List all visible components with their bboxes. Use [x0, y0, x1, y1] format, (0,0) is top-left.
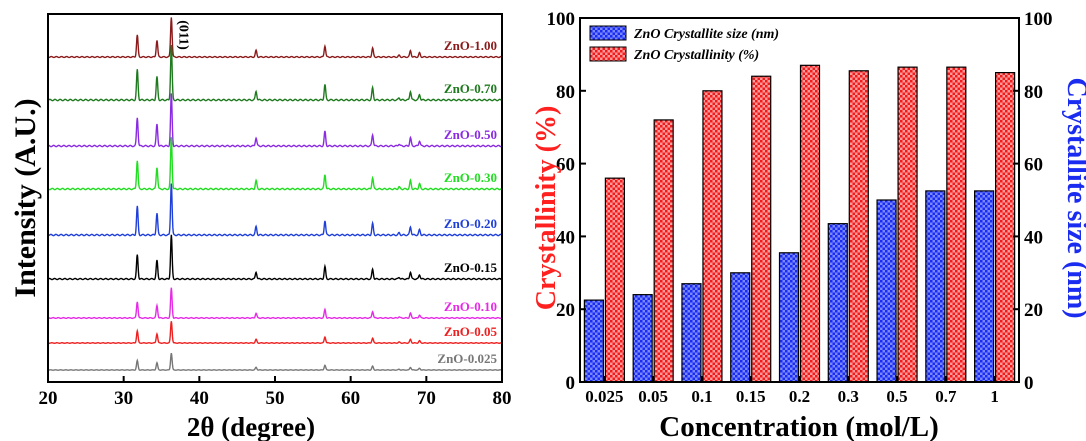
bar-crystallite-size [827, 223, 848, 383]
bar-right-y-tick-label: 60 [1024, 155, 1043, 176]
xrd-series-line [47, 17, 503, 59]
xrd-y-axis-label: Intensity (A.U.) [9, 98, 42, 297]
bar-x-tick-label: 1 [990, 387, 999, 406]
legend-label-crystallinity: ZnO Crystallinity (%) [633, 48, 759, 63]
bar-x-tick-label: 0.15 [736, 387, 766, 406]
xrd-series-line [47, 93, 503, 148]
legend-swatch-crystallinity [589, 46, 627, 62]
bar-crystallinity [995, 71, 1016, 383]
bar-x-tick-label: 0.3 [838, 387, 859, 406]
bar-x-tick-label: 0.1 [691, 387, 712, 406]
bar-x-tick-label: 0.5 [886, 387, 907, 406]
xrd-x-tick-label: 80 [493, 388, 512, 409]
bar-crystallinity [897, 66, 918, 383]
xrd-series-label: ZnO-0.10 [444, 299, 497, 314]
bar-group [583, 64, 1016, 383]
bar-right-y-tick-label: 20 [1024, 300, 1043, 321]
bar-left-axis-label: Crystallinity (%) [531, 106, 562, 311]
bar-right-y-tick-label: 80 [1024, 82, 1043, 103]
xrd-series-labels: ZnO-1.00 ZnO-0.70 ZnO-0.50 ZnO-0.30 ZnO-0.20… [437, 38, 497, 366]
xrd-series-label: ZnO-0.15 [444, 260, 498, 275]
xrd-series-label: ZnO-0.30 [444, 170, 497, 185]
xrd-series-label: ZnO-0.025 [437, 351, 497, 366]
xrd-x-tick-label: 40 [190, 388, 209, 409]
xrd-x-tick-label: 60 [341, 388, 360, 409]
xrd-x-tick-label: 70 [417, 388, 436, 409]
bar-x-axis-label: Concentration (mol/L) [659, 411, 939, 441]
bar-crystallinity [946, 66, 967, 383]
xrd-series-label: ZnO-0.70 [444, 81, 497, 96]
bar-crystallinity [848, 70, 869, 383]
xrd-series-line [47, 183, 503, 237]
xrd-panel: ZnO-1.00 ZnO-0.70 ZnO-0.50 ZnO-0.30 ZnO-0.20… [9, 13, 512, 441]
bar-left-y-tick-label: 20 [556, 300, 575, 321]
xrd-series-line [47, 137, 503, 191]
legend-label-crystallite-size: ZnO Crystallite size (nm) [633, 27, 779, 42]
xrd-series-label: ZnO-1.00 [444, 38, 497, 53]
xrd-series-line [47, 44, 503, 102]
bar-left-y-tick-label: 0 [566, 373, 576, 394]
xrd-series-line [47, 321, 503, 344]
bar-crystallite-size [925, 190, 946, 383]
bar-crystallinity [751, 75, 772, 383]
bar-x-tick-label: 0.7 [935, 387, 957, 406]
bar-crystallinity [653, 119, 674, 383]
bar-right-y-tick-label: 100 [1024, 9, 1053, 30]
xrd-series-line [47, 352, 503, 371]
bar-y-ticks: 0 0 20 20 40 40 60 60 80 80 100 100 [547, 9, 1053, 394]
bar-crystallite-size [730, 272, 751, 383]
bar-crystallinity [604, 177, 625, 383]
bar-x-tick-label: 0.2 [789, 387, 810, 406]
xrd-series-line [47, 287, 503, 320]
bar-crystallite-size [681, 283, 702, 383]
bar-panel: 0 0 20 20 40 40 60 60 80 80 100 100 0.025 0.05 0.1 0.1… [531, 9, 1086, 441]
xrd-x-ticks: 20 30 40 50 60 70 80 [39, 376, 512, 409]
bar-crystallinity [799, 64, 821, 383]
xrd-series-line [47, 234, 503, 281]
bar-crystallinity [702, 90, 723, 383]
bar-x-tick-label: 0.05 [638, 387, 668, 406]
bar-left-y-tick-label: 40 [556, 227, 575, 248]
legend-swatch-crystallite-size [589, 25, 627, 41]
xrd-x-tick-label: 20 [39, 388, 58, 409]
xrd-series-group [47, 17, 503, 371]
bar-left-y-tick-label: 60 [556, 155, 575, 176]
xrd-x-tick-label: 50 [266, 388, 285, 409]
bar-crystallite-size [974, 190, 995, 383]
xrd-series-label: ZnO-0.20 [444, 216, 497, 231]
xrd-x-tick-label: 30 [114, 388, 133, 409]
bar-crystallite-size [876, 199, 897, 383]
bar-left-y-tick-label: 100 [547, 9, 576, 30]
bar-x-ticks: 0.025 0.05 0.1 0.15 0.2 0.3 0.5 0.7 1 [585, 376, 999, 406]
xrd-x-axis-label: 2θ (degree) [187, 412, 315, 441]
peak-annotation: (011) [175, 20, 190, 50]
xrd-series-label: ZnO-0.05 [444, 324, 498, 339]
bar-right-axis-label: Crystallite size (nm) [1061, 77, 1086, 318]
bar-crystallite-size [583, 299, 604, 383]
bar-x-tick-label: 0.025 [585, 387, 623, 406]
bar-right-y-tick-label: 40 [1024, 227, 1043, 248]
bar-crystallite-size [632, 294, 653, 383]
bar-right-y-tick-label: 0 [1024, 373, 1034, 394]
xrd-series-label: ZnO-0.50 [444, 127, 497, 142]
bar-crystallite-size [778, 252, 800, 383]
bar-left-y-tick-label: 80 [556, 82, 575, 103]
bar-legend: ZnO Crystallite size (nm) ZnO Crystallin… [589, 25, 779, 63]
xrd-plot-frame [47, 13, 503, 383]
